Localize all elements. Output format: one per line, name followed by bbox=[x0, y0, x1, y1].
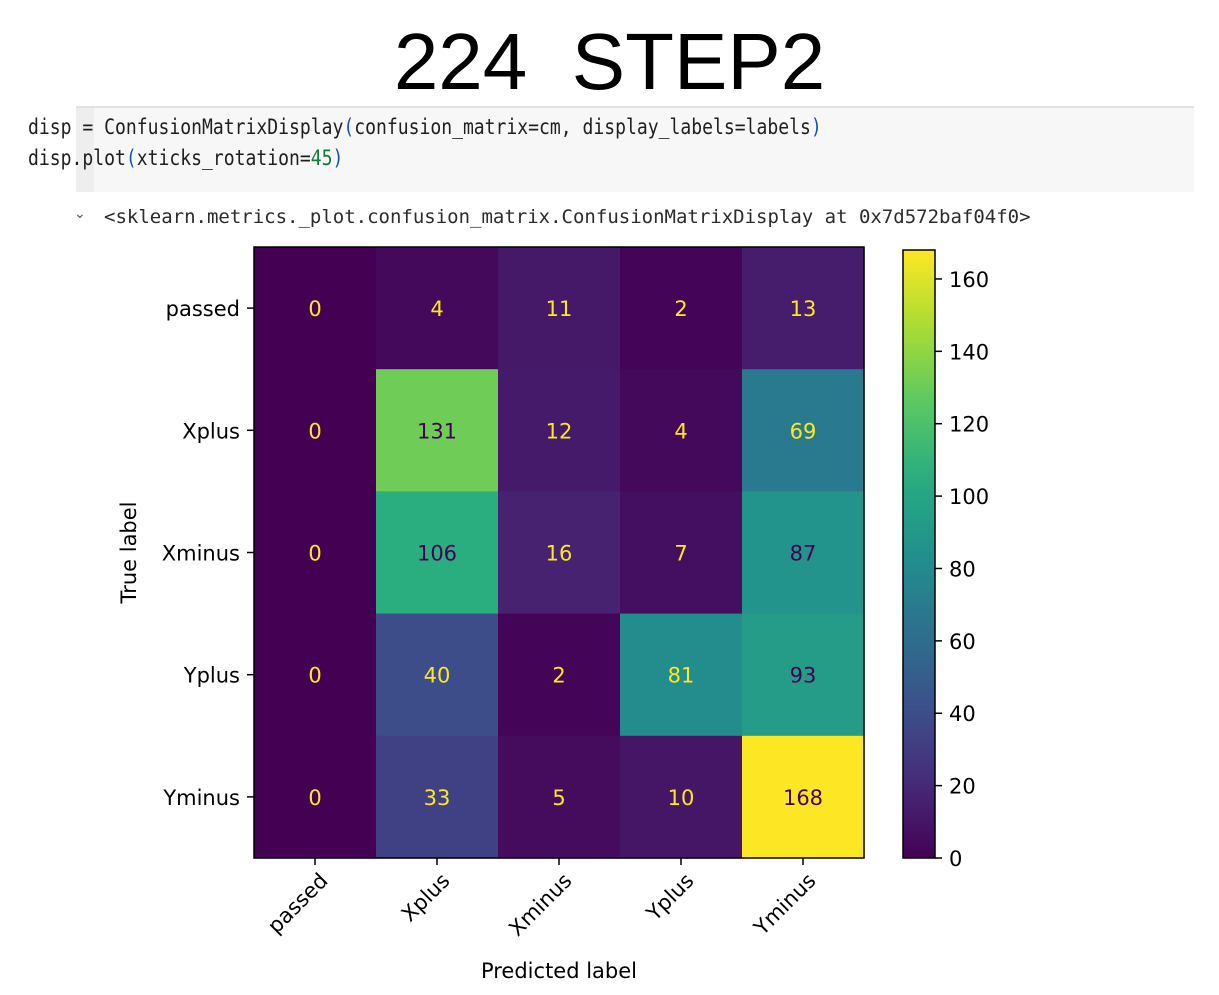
heatmap-cell bbox=[254, 369, 377, 492]
cell-value-label: 93 bbox=[790, 664, 817, 688]
cell-value-label: 13 bbox=[790, 297, 817, 321]
colorbar-tick-label: 120 bbox=[949, 413, 989, 437]
heatmap-cell bbox=[376, 735, 499, 859]
colorbar-tick-label: 80 bbox=[949, 557, 976, 581]
cell-value-label: 0 bbox=[308, 297, 321, 321]
heatmap-cell bbox=[498, 735, 621, 859]
y-tick-label: passed bbox=[166, 297, 240, 321]
cell-output-text: <sklearn.metrics._plot.confusion_matrix.… bbox=[104, 206, 1031, 228]
cell-value-label: 4 bbox=[674, 419, 687, 443]
heatmap-cell bbox=[376, 247, 499, 370]
cell-value-label: 0 bbox=[308, 786, 321, 810]
heatmap-cell bbox=[620, 613, 743, 737]
cell-value-label: 7 bbox=[674, 542, 687, 566]
y-tick-label: Xplus bbox=[182, 419, 240, 443]
code-cell[interactable] bbox=[76, 106, 1194, 192]
cell-value-label: 87 bbox=[790, 542, 817, 566]
x-tick-label: Yplus bbox=[641, 869, 698, 926]
cell-value-label: 0 bbox=[308, 542, 321, 566]
heatmap-cell bbox=[254, 735, 377, 859]
cell-value-label: 10 bbox=[668, 786, 695, 810]
cell-value-label: 168 bbox=[783, 786, 823, 810]
heatmap-cell bbox=[498, 369, 621, 492]
x-tick-label: Xplus bbox=[397, 869, 455, 927]
colorbar-tick-label: 20 bbox=[949, 775, 976, 799]
x-axis-title: Predicted label bbox=[481, 959, 637, 983]
y-tick-label: Yplus bbox=[183, 664, 240, 688]
heatmap-cell bbox=[742, 247, 865, 370]
cell-value-label: 12 bbox=[546, 419, 573, 443]
code-line-1-args: confusion_matrix=cm, display_labels=labe… bbox=[354, 115, 811, 139]
cell-value-label: 106 bbox=[417, 542, 457, 566]
cell-value-label: 0 bbox=[308, 419, 321, 443]
y-tick-label: Yminus bbox=[162, 786, 240, 810]
heatmap-cell bbox=[620, 491, 743, 615]
code-line-2-open-paren: ( bbox=[125, 146, 137, 170]
cell-value-label: 16 bbox=[546, 542, 573, 566]
cell-value-label: 81 bbox=[668, 664, 695, 688]
heatmap-cell bbox=[742, 735, 865, 859]
slide-title: 224 STEP2 bbox=[393, 17, 826, 106]
cell-value-label: 131 bbox=[417, 419, 457, 443]
colorbar-tick-label: 160 bbox=[949, 268, 989, 292]
heatmap-cell bbox=[742, 613, 865, 737]
heatmap-cell bbox=[498, 247, 621, 370]
code-line-1: disp = ConfusionMatrixDisplay(confusion_… bbox=[28, 115, 822, 139]
code-line-1-call: disp = ConfusionMatrixDisplay bbox=[28, 115, 344, 139]
cell-value-label: 11 bbox=[546, 297, 573, 321]
heatmap-cell bbox=[376, 613, 499, 737]
y-tick-label: Xminus bbox=[162, 542, 240, 566]
colorbar-tick-label: 60 bbox=[949, 630, 976, 654]
heatmap-cell bbox=[376, 369, 499, 492]
x-tick-label: Xminus bbox=[504, 869, 576, 941]
heatmap-cell bbox=[376, 491, 499, 615]
heatmap-cell bbox=[254, 491, 377, 615]
heatmap-cell bbox=[498, 491, 621, 615]
code-line-2-args: xticks_rotation= bbox=[136, 146, 311, 170]
cell-value-label: 0 bbox=[308, 664, 321, 688]
colorbar-tick-label: 40 bbox=[949, 702, 976, 726]
colorbar-tick-label: 140 bbox=[949, 340, 989, 364]
code-line-2-call: disp.plot bbox=[28, 146, 126, 170]
code-line-1-close-paren: ) bbox=[810, 115, 822, 139]
colorbar-tick-label: 0 bbox=[949, 847, 962, 871]
cell-value-label: 2 bbox=[552, 664, 565, 688]
output-collapse-icon[interactable]: ⌄ bbox=[74, 206, 86, 222]
x-tick-label: passed bbox=[263, 869, 333, 939]
code-cell-gutter bbox=[76, 108, 94, 192]
heatmap-cell bbox=[498, 613, 621, 737]
code-line-2-close-paren: ) bbox=[332, 146, 344, 170]
colorbar bbox=[902, 249, 936, 859]
heatmap-cell bbox=[742, 369, 865, 492]
heatmap-cell bbox=[620, 735, 743, 859]
code-line-2-number: 45 bbox=[310, 146, 333, 170]
cell-value-label: 4 bbox=[430, 297, 443, 321]
y-axis-title: True label bbox=[117, 501, 141, 604]
cell-value-label: 2 bbox=[674, 297, 687, 321]
heatmap-cell bbox=[254, 247, 377, 370]
x-tick-label: Yminus bbox=[749, 869, 821, 941]
heatmap-cell bbox=[742, 491, 865, 615]
heatmap-cell bbox=[254, 613, 377, 737]
code-line-2: disp.plot(xticks_rotation=45) bbox=[28, 146, 343, 170]
heatmap-cell bbox=[620, 369, 743, 492]
cell-value-label: 69 bbox=[790, 419, 817, 443]
cell-value-label: 40 bbox=[424, 664, 451, 688]
heatmap-cell bbox=[620, 247, 743, 370]
cell-value-label: 5 bbox=[552, 786, 565, 810]
colorbar-tick-label: 100 bbox=[949, 485, 989, 509]
code-line-1-open-paren: ( bbox=[343, 115, 355, 139]
cell-value-label: 33 bbox=[424, 786, 451, 810]
